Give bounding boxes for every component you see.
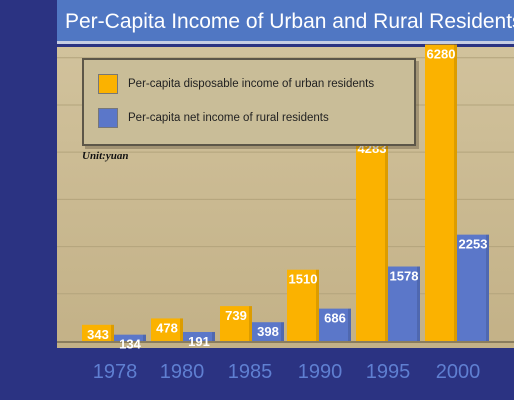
bar-shade: [316, 269, 319, 341]
bar-urban-1980: [151, 318, 183, 341]
bar-urban-1985: [220, 306, 252, 341]
value-label-urban-1985: 739: [225, 308, 247, 323]
legend-label-urban: Per-capita disposable income of urban re…: [128, 78, 375, 90]
bar-shade: [348, 308, 351, 341]
legend-swatch-urban: [98, 74, 118, 94]
legend: Per-capita disposable income of urban re…: [82, 58, 416, 146]
x-tick-1980: 1980: [160, 361, 205, 383]
bar-rural-1980: [183, 331, 215, 341]
value-label-urban-2000: 6280: [427, 47, 456, 62]
value-label-rural-1980: 191: [188, 334, 210, 349]
value-label-rural-2000: 2253: [459, 237, 488, 252]
value-label-urban-1980: 478: [156, 320, 178, 335]
value-label-rural-1990: 686: [324, 311, 346, 326]
value-label-rural-1978: 134: [119, 337, 141, 352]
bar-shade: [111, 324, 114, 341]
value-label-urban-1978: 343: [87, 327, 109, 342]
x-tick-1985: 1985: [228, 361, 273, 383]
bar-rural-2000: [457, 234, 489, 341]
bars: [82, 44, 489, 341]
bar-urban-1978: [82, 324, 114, 341]
legend-swatch-rural: [98, 108, 118, 128]
bar-shade: [281, 322, 284, 341]
bar-shade: [454, 44, 457, 341]
bar-shade: [486, 234, 489, 341]
value-label-rural-1985: 398: [257, 324, 279, 339]
chart-title: Per-Capita Income of Urban and Rural Res…: [57, 0, 514, 44]
bar-shade: [385, 138, 388, 341]
legend-item-urban: Per-capita disposable income of urban re…: [98, 74, 374, 94]
value-label-rural-1995: 1578: [390, 269, 419, 284]
bar-shade: [180, 318, 183, 341]
x-tick-2000: 2000: [436, 361, 481, 383]
x-tick-1990: 1990: [298, 361, 343, 383]
bar-rural-1985: [252, 322, 284, 341]
bar-shade: [417, 266, 420, 341]
unit-label: Unit:yuan: [82, 150, 129, 162]
bar-rural-1995: [388, 266, 420, 341]
bar-urban-2000: [425, 44, 457, 341]
value-label-urban-1990: 1510: [289, 272, 318, 287]
x-tick-1978: 1978: [93, 361, 138, 383]
legend-item-rural: Per-capita net income of rural residents: [98, 108, 329, 128]
bar-rural-1990: [319, 308, 351, 341]
bar-shade: [143, 334, 146, 341]
legend-label-rural: Per-capita net income of rural residents: [128, 112, 329, 124]
bar-urban-1990: [287, 269, 319, 341]
bar-rural-1978: [114, 334, 146, 341]
x-axis-ticks: 1978 1980 1985 1990 1995 2000: [93, 361, 481, 383]
bar-urban-1995: [356, 138, 388, 341]
x-tick-1995: 1995: [366, 361, 411, 383]
bar-shade: [249, 306, 252, 341]
bar-shade: [212, 331, 215, 341]
